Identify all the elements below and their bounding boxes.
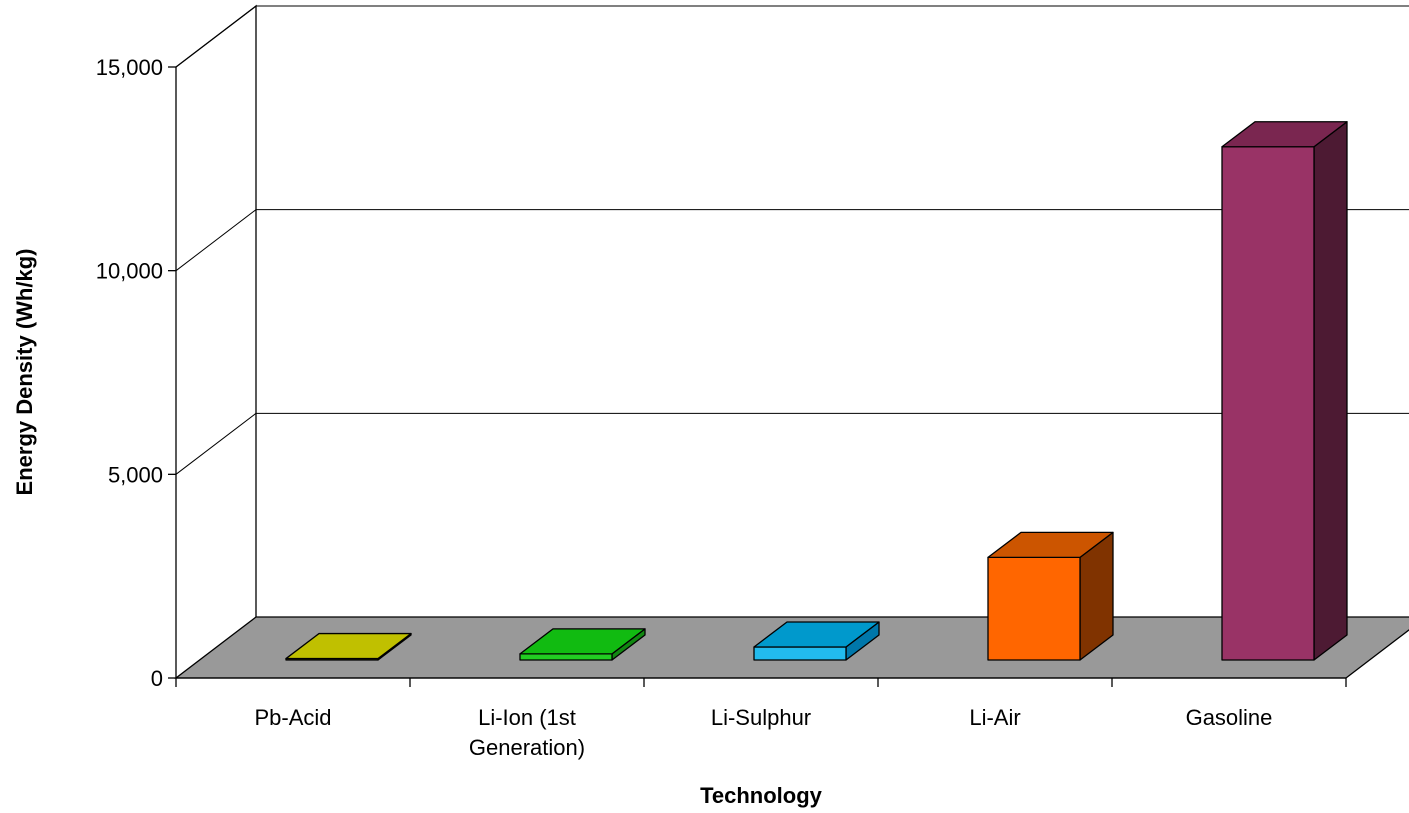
back-wall [256, 6, 1409, 617]
bar-front [987, 556, 1081, 661]
x-axis-title: Technology [700, 783, 823, 808]
y-tick-label: 5,000 [108, 462, 163, 487]
bar-0 [285, 632, 412, 661]
bar-top [987, 531, 1114, 559]
bar-front [753, 646, 847, 661]
y-axis-title: Energy Density (Wh/kg) [12, 249, 37, 496]
y-tick-label: 0 [151, 666, 163, 691]
gridline-side [175, 412, 257, 475]
bar-1 [519, 628, 646, 661]
x-tick-label: Pb-Acid [254, 705, 331, 730]
bar-3 [987, 531, 1114, 661]
y-tick-label: 15,000 [96, 55, 163, 80]
bar-top [1221, 121, 1348, 148]
bars [285, 121, 1348, 661]
y-axis: 0 5,000 10,000 15,000 [96, 55, 177, 691]
bar-front [519, 653, 613, 661]
gridline-side [175, 209, 257, 272]
x-tick-label: Li-Air [969, 705, 1020, 730]
bar-top [519, 628, 646, 655]
bar-front [1221, 146, 1315, 661]
x-tick-label: Li-Ion (1st Generation) [469, 705, 585, 760]
x-axis: Pb-Acid Li-Ion (1st Generation) Li-Sulphur L… [175, 677, 1347, 760]
y-tick-label: 10,000 [96, 259, 163, 284]
gridline-side [175, 5, 257, 68]
bar-side [1313, 121, 1348, 661]
x-tick-label: Li-Sulphur [711, 705, 811, 730]
bar-4 [1221, 121, 1348, 661]
x-tick-label: Gasoline [1186, 705, 1273, 730]
bar-top [753, 621, 880, 648]
bar-top [285, 632, 412, 660]
side-wall-edge [175, 4, 257, 617]
bar-2 [753, 621, 880, 661]
